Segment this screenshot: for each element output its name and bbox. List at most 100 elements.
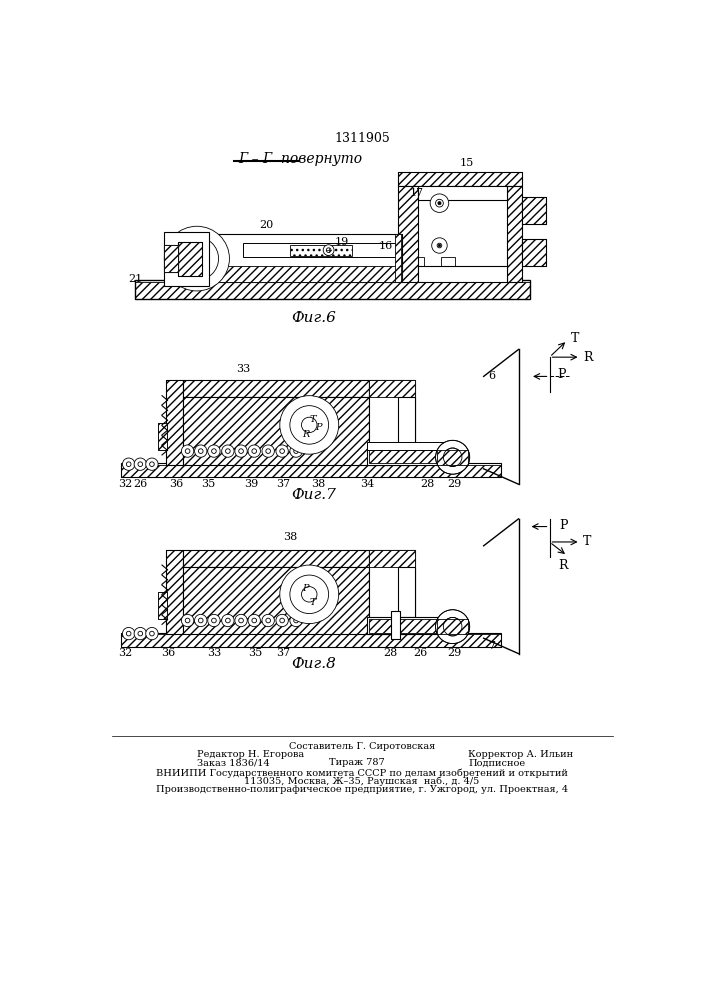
Circle shape <box>262 445 274 457</box>
Circle shape <box>301 417 317 433</box>
Circle shape <box>222 445 234 457</box>
Circle shape <box>248 445 260 457</box>
Bar <box>177 242 202 276</box>
Circle shape <box>127 631 131 636</box>
Bar <box>410 268 455 282</box>
Bar <box>398 172 522 186</box>
Circle shape <box>438 244 440 247</box>
Circle shape <box>211 618 216 623</box>
Circle shape <box>182 614 194 627</box>
Bar <box>522 239 546 266</box>
Circle shape <box>150 462 154 466</box>
Bar <box>183 567 369 634</box>
Text: 32: 32 <box>117 648 132 658</box>
Bar <box>174 234 209 283</box>
Bar <box>135 282 530 299</box>
Text: 17: 17 <box>410 188 424 198</box>
Bar <box>507 186 522 282</box>
Text: 38: 38 <box>311 479 326 489</box>
Bar <box>166 380 183 465</box>
Circle shape <box>290 575 329 614</box>
Text: Фиг.6: Фиг.6 <box>291 311 336 325</box>
Text: Тираж 787: Тираж 787 <box>329 758 385 767</box>
Bar <box>391 611 400 639</box>
Circle shape <box>208 445 220 457</box>
Circle shape <box>239 618 243 623</box>
Bar <box>177 242 202 276</box>
Text: T: T <box>583 535 591 548</box>
Circle shape <box>134 627 146 640</box>
Bar <box>395 234 401 282</box>
Circle shape <box>138 462 143 466</box>
Circle shape <box>222 614 234 627</box>
Bar <box>410 257 424 282</box>
Bar <box>166 550 183 634</box>
Text: 28: 28 <box>421 479 435 489</box>
Text: 32: 32 <box>117 479 132 489</box>
Text: Составитель Г. Сиротовская: Составитель Г. Сиротовская <box>289 742 435 751</box>
Bar <box>398 186 418 282</box>
Circle shape <box>437 243 442 248</box>
Bar <box>183 380 369 397</box>
Bar <box>369 617 416 634</box>
Text: P: P <box>315 423 322 432</box>
Bar <box>164 232 209 286</box>
Text: 19: 19 <box>335 237 349 247</box>
Bar <box>522 197 546 224</box>
Circle shape <box>276 614 288 627</box>
Circle shape <box>235 445 247 457</box>
Text: 113035, Москва, Ж–35, Раушская  наб., д. 4/5: 113035, Москва, Ж–35, Раушская наб., д. … <box>245 777 479 786</box>
Text: 6: 6 <box>488 371 495 381</box>
Text: 26: 26 <box>413 648 427 658</box>
Bar <box>437 619 468 634</box>
Text: 37: 37 <box>276 648 291 658</box>
Text: P: P <box>559 519 568 532</box>
Bar <box>183 397 369 465</box>
Circle shape <box>211 449 216 453</box>
Bar <box>209 234 402 282</box>
Circle shape <box>290 406 329 444</box>
Circle shape <box>134 458 146 470</box>
Circle shape <box>194 614 207 627</box>
Text: P: P <box>557 368 566 381</box>
Text: 29: 29 <box>447 479 461 489</box>
Circle shape <box>266 449 271 453</box>
Bar <box>158 423 168 450</box>
Circle shape <box>226 618 230 623</box>
Bar <box>135 280 530 299</box>
Text: 29: 29 <box>447 648 461 658</box>
Circle shape <box>185 618 190 623</box>
Circle shape <box>436 440 469 474</box>
Bar <box>164 245 177 272</box>
Text: Фиг.8: Фиг.8 <box>291 657 336 671</box>
Bar <box>158 423 168 450</box>
Text: 35: 35 <box>201 479 216 489</box>
Circle shape <box>280 396 339 454</box>
Circle shape <box>438 202 441 205</box>
Bar <box>369 448 416 465</box>
Text: 15: 15 <box>460 158 474 168</box>
Circle shape <box>293 618 298 623</box>
Circle shape <box>146 627 158 640</box>
Circle shape <box>150 631 154 636</box>
Circle shape <box>323 245 334 256</box>
Text: T: T <box>310 598 316 607</box>
Text: R: R <box>583 351 592 364</box>
Circle shape <box>208 614 220 627</box>
Text: 28: 28 <box>383 648 398 658</box>
Circle shape <box>182 445 194 457</box>
Bar <box>164 245 177 272</box>
Text: 33: 33 <box>208 648 222 658</box>
Bar <box>183 550 369 567</box>
Circle shape <box>199 449 203 453</box>
Bar <box>369 380 416 397</box>
Circle shape <box>280 618 284 623</box>
Circle shape <box>301 587 317 602</box>
Bar <box>368 442 445 450</box>
Bar <box>441 257 455 282</box>
Text: Редактор Н. Егорова: Редактор Н. Егорова <box>197 750 304 759</box>
Text: R: R <box>302 430 309 439</box>
Circle shape <box>239 449 243 453</box>
Text: 33: 33 <box>236 364 250 374</box>
Circle shape <box>138 631 143 636</box>
